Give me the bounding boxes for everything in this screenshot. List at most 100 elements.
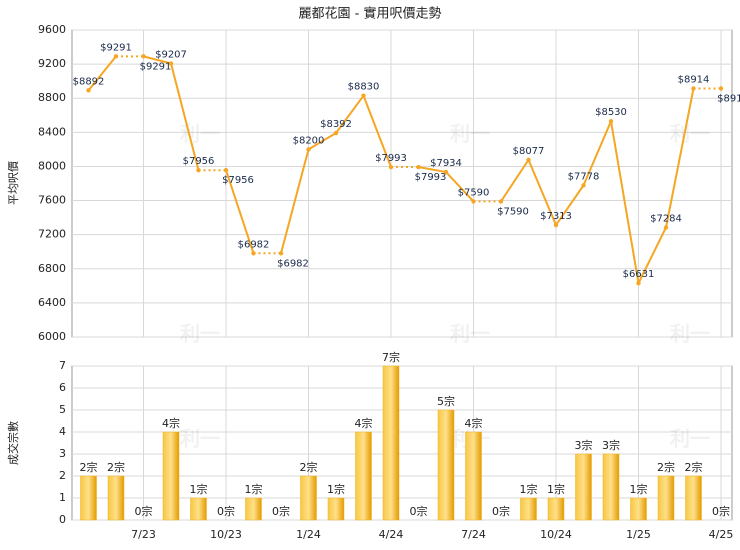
data-label: $8914 [717,94,740,105]
y-tick-label: 6800 [38,262,66,275]
data-label: $7993 [375,153,407,164]
point [636,280,641,286]
x-tick-label: 7/23 [131,528,156,541]
data-label: 1宗 [327,482,345,496]
data-label: 0宗 [410,504,428,518]
y-axis-label: 成交宗數 [6,421,20,465]
y-tick-label: 6 [59,381,66,394]
point [306,147,311,152]
data-label: 2宗 [657,460,675,474]
point [498,199,504,204]
point [113,54,119,59]
line-segment [362,95,392,168]
line-segment [225,169,255,254]
plot-area [71,365,733,521]
data-label: $7313 [540,211,572,222]
data-label: $9207 [155,50,187,61]
watermark: 利一 [670,122,710,146]
bar [547,497,565,521]
data-label: 1宗 [547,482,565,496]
data-label: $8077 [513,146,545,157]
y-tick-label: 0 [59,513,66,526]
line-segment [170,63,200,171]
line-segment [665,88,695,228]
bar [575,453,592,521]
watermark: 利一 [670,322,710,346]
data-label: 4宗 [465,416,483,430]
watermark: 利一 [180,427,220,451]
data-label: $8392 [320,119,352,130]
data-label: $9291 [140,61,172,72]
data-label: $7934 [430,158,462,169]
bar [80,475,97,521]
point [416,164,421,170]
y-tick-label: 2 [59,469,66,482]
data-label: 2宗 [107,460,125,474]
bar [327,497,345,521]
point [86,88,91,93]
x-tick-label: 1/24 [296,528,321,541]
line-segment [582,120,612,186]
y-tick-label: 8800 [38,91,66,104]
data-label: 0宗 [712,504,730,518]
y-tick-label: 3 [59,447,66,460]
y-tick-label: 6400 [38,296,66,309]
point [471,199,476,204]
point [581,183,586,188]
y-tick-label: 7200 [38,228,66,241]
data-label: 3宗 [602,438,620,452]
data-label: $7778 [568,171,600,182]
line-segment [307,132,337,151]
watermark: 利一 [180,322,220,346]
y-tick-label: 1 [59,491,66,504]
line-segment [335,95,365,134]
data-label: $7590 [497,206,529,217]
data-label: $8914 [678,75,710,86]
point [333,130,339,136]
data-label: $6982 [238,239,270,250]
watermark: 利一 [450,122,490,146]
point [388,164,394,170]
data-label: 1宗 [190,482,208,496]
watermark: 利一 [450,322,490,346]
line-segment [143,55,172,65]
line-segment [637,227,667,284]
y-tick-label: 6000 [38,330,66,343]
line-segment [500,159,530,202]
bar [355,431,372,521]
x-tick-label: 1/25 [626,528,651,541]
data-label: $7993 [415,172,447,183]
bar [300,475,317,521]
y-tick-label: 4 [59,425,66,438]
data-label: $9291 [100,42,132,53]
bar [630,497,647,521]
data-label: $8200 [293,135,325,146]
point [251,251,256,256]
data-label: 3宗 [575,438,593,452]
x-tick-label: 4/24 [379,528,404,541]
x-tick-label: 10/23 [210,528,242,541]
data-label: 1宗 [630,482,648,496]
data-label: 2宗 [685,460,703,474]
bar [437,409,455,521]
x-tick-label: 10/24 [540,528,572,541]
point [526,157,531,163]
point [443,169,449,175]
chart-title: 麗都花園 - 實用呎價走勢 [299,6,442,22]
data-label: 7宗 [382,350,400,364]
data-label: 1宗 [245,482,263,496]
data-label: $8830 [348,82,380,93]
point [196,167,201,173]
data-label: 4宗 [355,416,373,430]
data-label: $7956 [222,175,254,186]
point [168,61,174,66]
y-tick-label: 5 [59,403,66,416]
line-segment [555,184,585,226]
y-tick-label: 9600 [38,23,66,36]
point [278,251,284,256]
bar [602,453,620,521]
y-tick-label: 7 [59,359,66,372]
y-tick-label: 9200 [38,57,66,70]
point [361,93,366,98]
